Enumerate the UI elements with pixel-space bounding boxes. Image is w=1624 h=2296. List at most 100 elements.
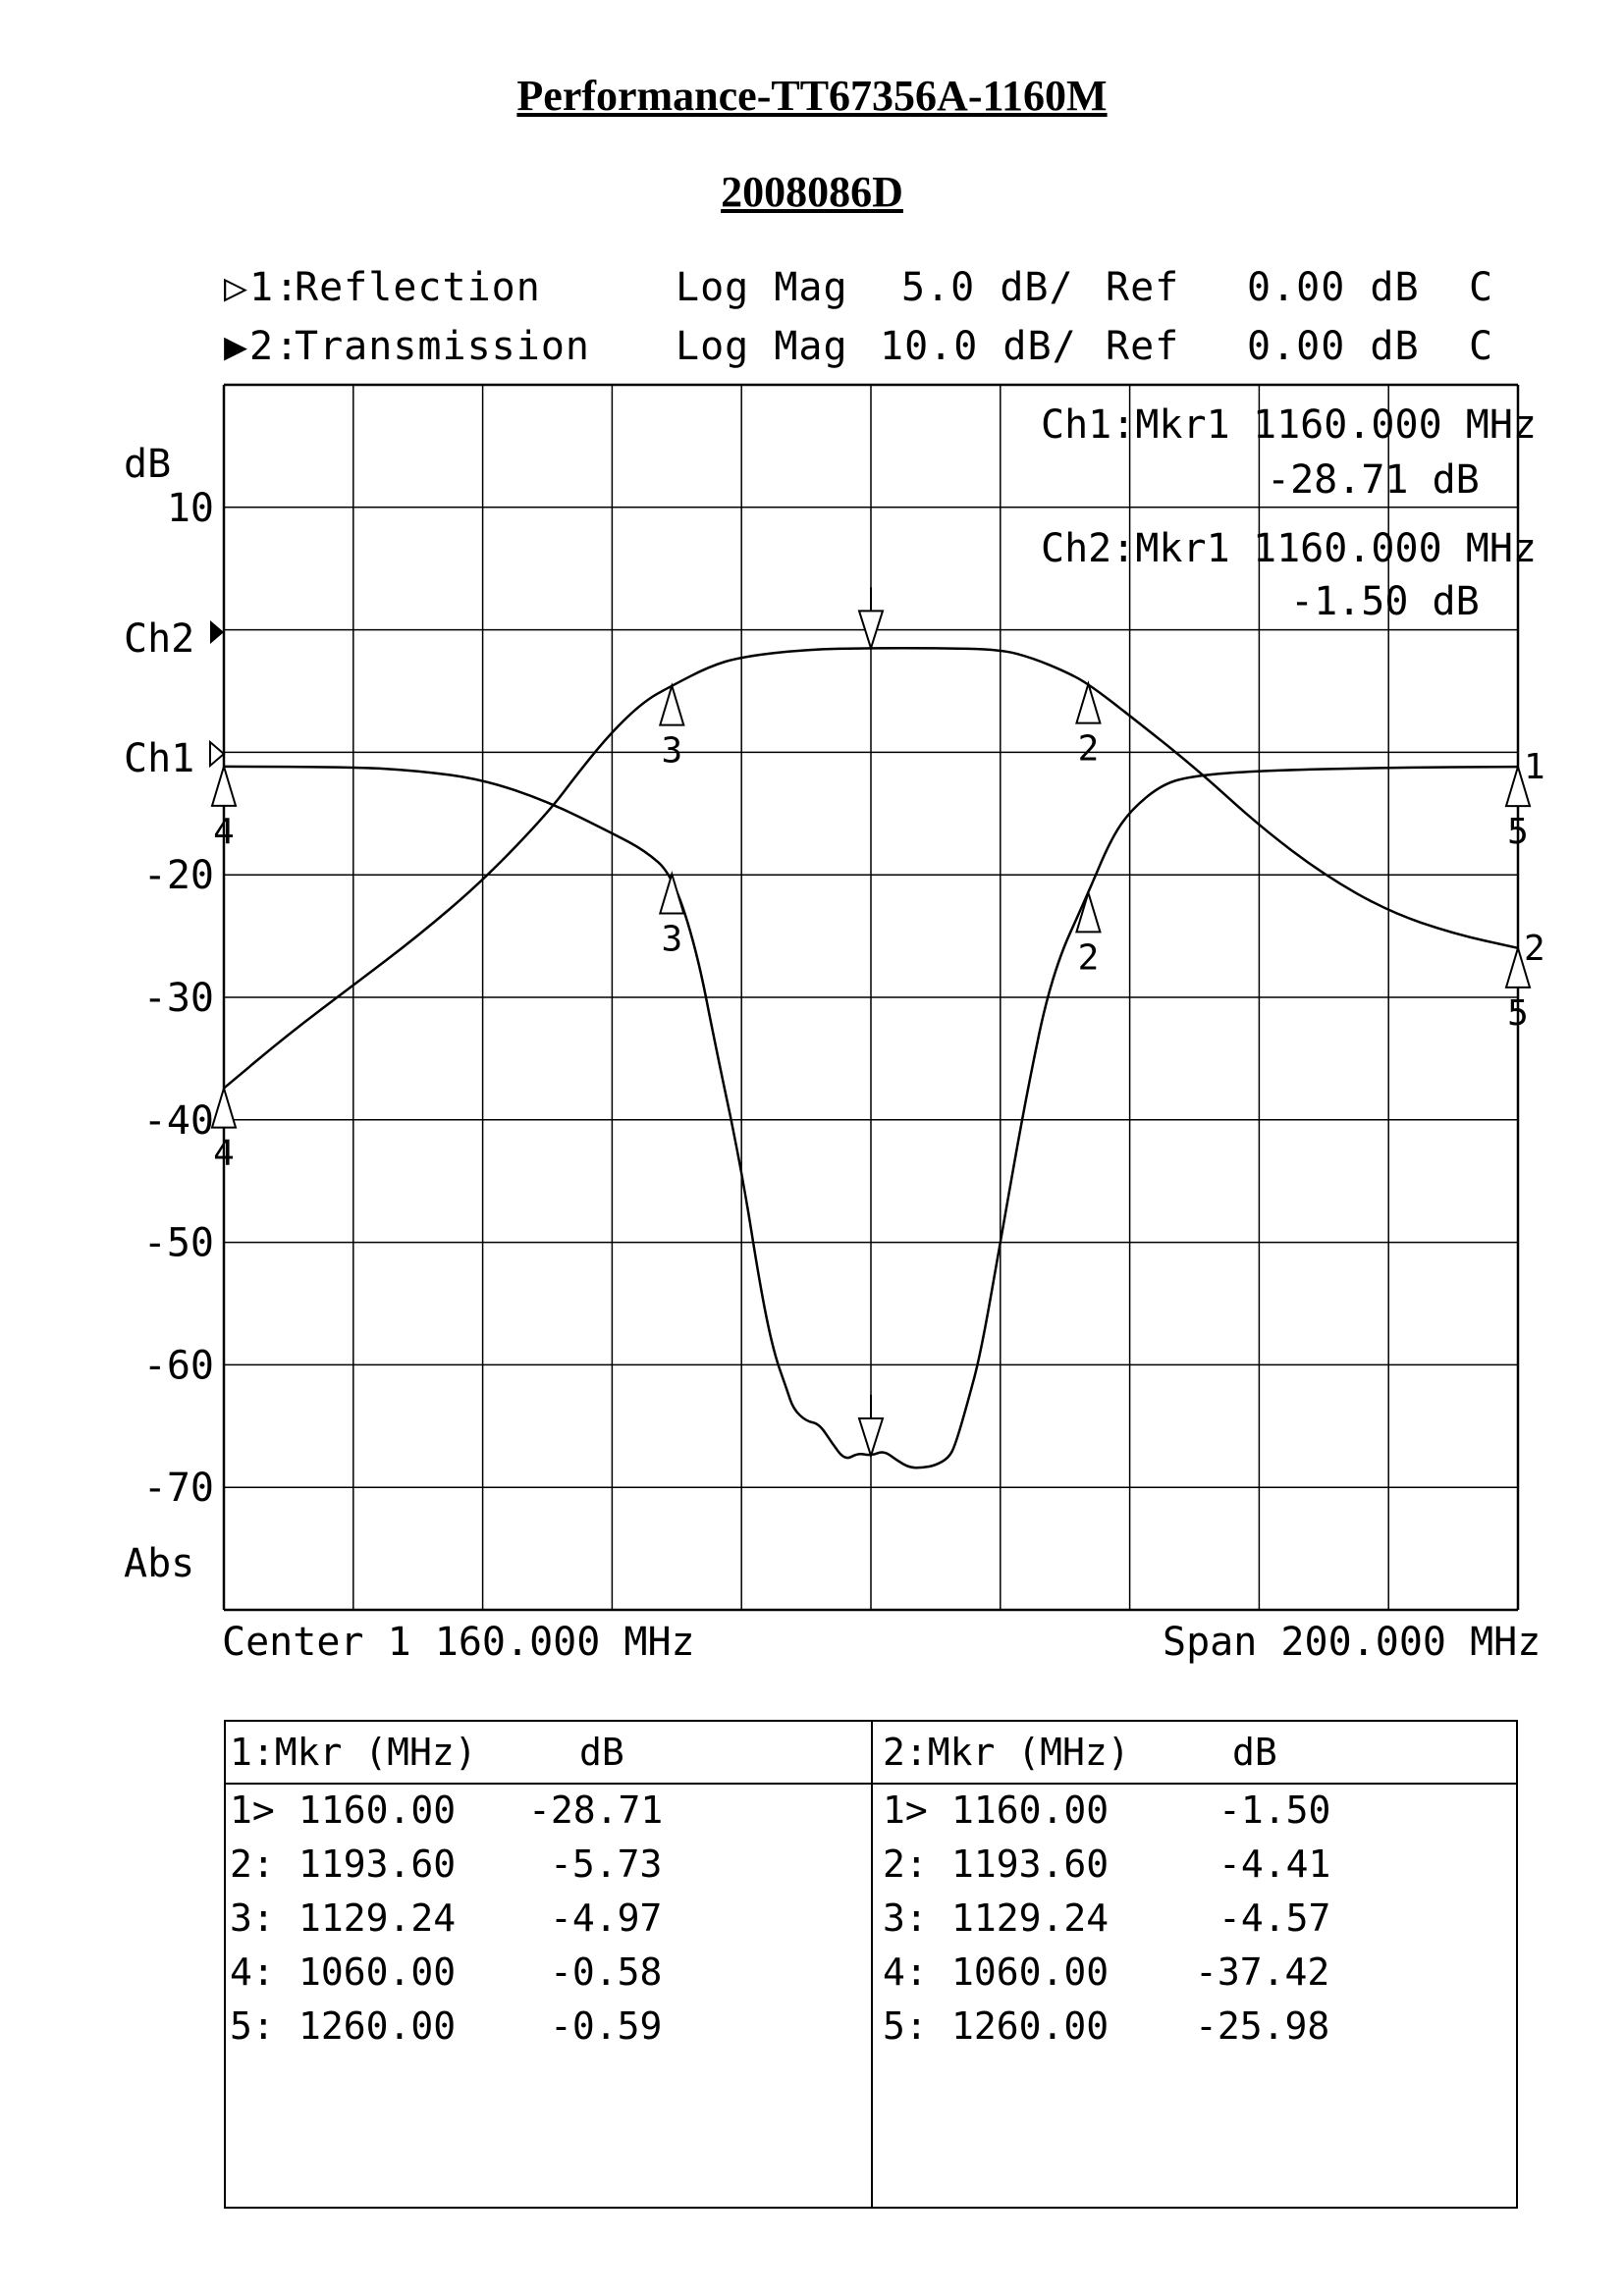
- channel-1-format: Log Mag: [676, 265, 848, 310]
- row-index: 3:: [883, 1896, 928, 1940]
- page-subtitle: 2008086D: [721, 168, 903, 216]
- chart-markers: 2 3 4 5 2 3 4 5: [210, 587, 1532, 1460]
- table-row: 5: 1260.00 -0.59: [226, 2001, 871, 2055]
- marker-table-ch2: 2:Mkr (MHz) dB 1> 1160.00 -1.50 2: 1193.60 -…: [871, 1722, 1516, 2207]
- y-axis-ticks: 10 -20 -30 -40 -50 -60 -70: [143, 486, 214, 1511]
- row-freq: 1193.60: [951, 1842, 1110, 1886]
- table-row: 4: 1060.00 -37.42: [871, 1947, 1516, 2001]
- page-title: Performance-TT67356A-1160M: [516, 72, 1108, 120]
- y-tick-label: -50: [143, 1221, 214, 1266]
- marker-arrow-up-icon: [658, 682, 685, 726]
- marker-ch1-3: 3: [658, 870, 685, 959]
- center-frequency: Center 1 160.000 MHz: [222, 1620, 695, 1665]
- y-tick-label: -20: [143, 853, 214, 898]
- marker-ch2-5: 5: [1504, 944, 1532, 1034]
- row-db: -4.97: [550, 1896, 663, 1940]
- trace-reflection: [223, 765, 1519, 1469]
- marker-table-ch2-header-db: dB: [1232, 1731, 1277, 1774]
- channel-2-id: 2: [249, 324, 275, 369]
- ref-arrow-ch2-icon: [210, 620, 224, 644]
- chart-traces: 12: [223, 647, 1545, 1469]
- readout-ch1-value: -28.71 dB: [1267, 457, 1480, 503]
- marker-arrow-down-icon: [857, 1417, 885, 1460]
- channel-2-format: Log Mag: [676, 324, 848, 369]
- marker-arrow-up-icon: [1075, 888, 1102, 934]
- marker-ch2-4: 4: [210, 1085, 238, 1174]
- readout-ch2-label: Ch2:Mkr1: [1041, 526, 1230, 571]
- marker-number: 2: [1078, 729, 1100, 770]
- readout-ch1-freq: 1160.000 MHz: [1253, 402, 1537, 448]
- marker-ch2-2: 2: [1075, 680, 1102, 770]
- marker-number: 3: [661, 919, 682, 959]
- table-row: 3: 1129.24 -4.97: [226, 1893, 871, 1947]
- trace-transmission: [223, 647, 1519, 1090]
- channel-2-ref-label: Ref: [1106, 324, 1180, 369]
- marker-table-ch2-header: 2:Mkr (MHz) dB: [871, 1722, 1516, 1785]
- marker-table-ch1-header: 1:Mkr (MHz) dB: [226, 1722, 871, 1785]
- marker-ch1-4: 4: [210, 763, 238, 852]
- channel-1-marker-icon: ▷: [224, 265, 249, 310]
- readout-ch2-value: -1.50 dB: [1290, 579, 1480, 624]
- y-axis-label: dB: [124, 442, 171, 487]
- channel-1-ref-label: Ref: [1106, 265, 1180, 310]
- marker-number: 4: [213, 1134, 235, 1174]
- marker-arrow-up-icon: [1075, 680, 1102, 724]
- readout-ch2-freq: 1160.000 MHz: [1253, 526, 1537, 571]
- row-index: 4:: [230, 1950, 275, 1994]
- row-db: -1.50: [1218, 1789, 1331, 1832]
- row-index: 3:: [230, 1896, 275, 1940]
- marker-number: 5: [1507, 812, 1529, 852]
- marker-arrow-up-icon: [210, 763, 238, 807]
- channel-2-marker-icon: ▶: [224, 324, 249, 369]
- marker-ch1-2: 2: [1075, 888, 1102, 978]
- marker-ch1-5: 5: [1504, 763, 1532, 852]
- channel-1-flag: C: [1469, 265, 1494, 310]
- row-index: 2:: [883, 1842, 928, 1886]
- table-row: 1> 1160.00 -1.50: [871, 1785, 1516, 1839]
- marker-arrow-up-icon: [1504, 944, 1532, 988]
- table-row: 4: 1060.00 -0.58: [226, 1947, 871, 2001]
- row-db: -5.73: [550, 1842, 663, 1886]
- channel-2-ref-value: 0.00 dB: [1247, 324, 1420, 369]
- channel-1-id: 1: [249, 265, 275, 310]
- marker-number: 3: [661, 731, 682, 772]
- y-tick-label: -70: [143, 1466, 214, 1511]
- marker-ch2-3: 3: [658, 682, 685, 772]
- trace-end-tag: 1: [1524, 747, 1545, 787]
- marker-number: 4: [213, 812, 235, 852]
- marker-table: 1:Mkr (MHz) dB 1> 1160.00 -28.71 2: 1193.60…: [224, 1720, 1518, 2209]
- row-db: -0.58: [550, 1950, 663, 1994]
- marker-table-ch1-header-mkr: 1:Mkr (MHz): [230, 1731, 477, 1774]
- row-freq: 1060.00: [951, 1950, 1110, 1994]
- table-row: 1> 1160.00 -28.71: [226, 1785, 871, 1839]
- trace-end-tag: 2: [1524, 929, 1545, 969]
- row-db: -4.57: [1218, 1896, 1331, 1940]
- marker-arrow-up-icon: [1504, 763, 1532, 808]
- channel-2-name: Transmission: [295, 324, 590, 369]
- row-index: 5:: [230, 2004, 275, 2048]
- channel-2-flag: C: [1469, 324, 1494, 369]
- row-freq: 1160.00: [951, 1789, 1110, 1832]
- row-index: 1>: [230, 1789, 275, 1832]
- marker-table-ch1-header-db: dB: [579, 1731, 624, 1774]
- row-index: 1>: [883, 1789, 928, 1832]
- marker-ch1-1: [857, 1395, 885, 1460]
- readout-ch1-label: Ch1:Mkr1: [1041, 402, 1230, 448]
- y-tick-label: -60: [143, 1343, 214, 1388]
- row-index: 2:: [230, 1842, 275, 1886]
- marker-number: 5: [1507, 993, 1529, 1034]
- chart-grid: [222, 383, 1520, 1612]
- y-tick-label: -30: [143, 976, 214, 1021]
- marker-readouts: Ch1:Mkr1 1160.000 MHz -28.71 dB Ch2:Mkr1…: [1041, 402, 1537, 624]
- row-freq: 1060.00: [298, 1950, 457, 1994]
- channel-1-ref-value: 0.00 dB: [1247, 265, 1420, 310]
- marker-table-ch1: 1:Mkr (MHz) dB 1> 1160.00 -28.71 2: 1193.60…: [226, 1722, 873, 2207]
- marker-arrow-up-icon: [658, 870, 685, 915]
- marker-arrow-up-icon: [210, 1085, 238, 1129]
- table-row: 2: 1193.60 -4.41: [871, 1839, 1516, 1893]
- row-db: -4.41: [1218, 1842, 1331, 1886]
- row-index: 4:: [883, 1950, 928, 1994]
- table-row: 2: 1193.60 -5.73: [226, 1839, 871, 1893]
- ref-arrow-ch1-icon: [209, 739, 226, 769]
